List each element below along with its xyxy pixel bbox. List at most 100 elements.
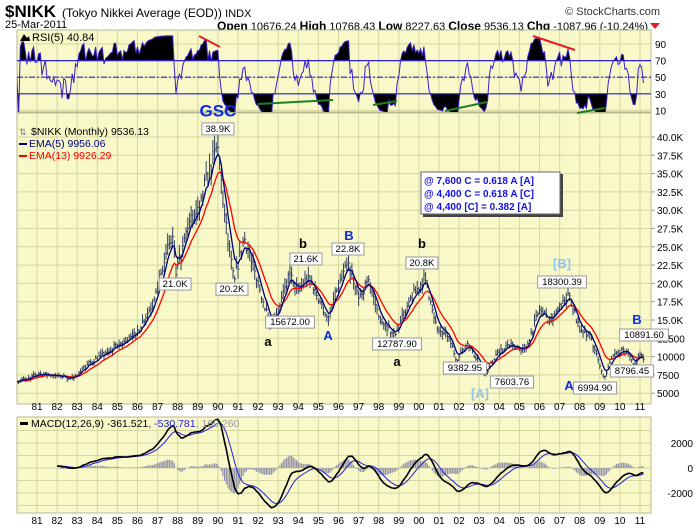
price-label-box — [572, 381, 618, 395]
ema13-legend: EMA(13) 9926.29 — [29, 150, 111, 162]
price-label: 6994.90 — [578, 383, 612, 394]
x-tick-label: 05 — [514, 402, 526, 413]
rsi-legend-text: RSI(5) 40.84 — [32, 32, 94, 44]
x-tick-label: 84 — [92, 516, 104, 527]
copyright[interactable]: © StockCharts.com — [565, 6, 660, 18]
x-tick-label: 83 — [72, 516, 84, 527]
x-tick-label: 85 — [112, 402, 124, 413]
x-tick-label: 06 — [534, 402, 546, 413]
price-label: 12787.90 — [377, 339, 417, 350]
y-tick-label: 10 — [655, 106, 667, 117]
y-tick-label: 90 — [655, 40, 667, 51]
price-label: 18300.39 — [542, 277, 582, 288]
wave-label: a — [393, 354, 401, 369]
wave-label: [B] — [553, 256, 571, 271]
x-tick-label: 96 — [333, 402, 345, 413]
axis-labels: 81 81 82 82 83 83 84 84 85 85 86 86 87 87 88 88 89 89 90 90… — [31, 40, 693, 527]
price-label: 10891.60 — [624, 330, 664, 341]
x-tick-label: 86 — [132, 516, 144, 527]
wave-label: A — [564, 378, 574, 393]
y-tick-label: 40.0K — [657, 133, 683, 144]
description: (Tokyo Nikkei Average (EOD)) — [62, 6, 222, 20]
wave-label: B — [344, 228, 353, 243]
x-tick-label: 10 — [614, 516, 626, 527]
macd-legend-signal: , -530.781 — [148, 418, 195, 430]
wave-label: [A] — [471, 386, 489, 401]
ema13-swatch — [19, 155, 27, 157]
price-panel — [16, 112, 652, 405]
x-tick-label: 98 — [373, 516, 385, 527]
macd-series — [56, 418, 644, 509]
rsi-divergence-line — [444, 101, 488, 112]
x-tick-label: 00 — [413, 402, 425, 413]
price-label-box — [215, 282, 249, 296]
price-label: 20.8K — [410, 258, 435, 269]
price-label-box — [405, 256, 439, 270]
x-tick-label: 11 — [635, 516, 646, 527]
fib-line: @ 4,400 [C] = 0.382 [A] — [424, 202, 531, 213]
x-tick-label: 99 — [393, 402, 405, 413]
x-tick-label: 93 — [273, 402, 285, 413]
wave-label: a — [264, 334, 272, 349]
price-label: 20.2K — [220, 284, 245, 295]
x-tick-label: 04 — [494, 402, 506, 413]
price-label: 15672.00 — [270, 317, 310, 328]
updown-icon: ⇅ — [19, 127, 27, 137]
price-legend: ⇅ $NIKK (Monthly) 9536.13 EMA(5) 9956.06… — [19, 126, 149, 162]
x-tick-label: 97 — [353, 516, 365, 527]
price-legend-title: $NIKK (Monthly) 9536.13 — [31, 126, 149, 138]
x-tick-label: 87 — [152, 402, 164, 413]
price-label: 7603.76 — [495, 377, 529, 388]
price-label-box — [619, 328, 669, 342]
y-tick-label: 20.0K — [657, 279, 683, 290]
ema5-legend: EMA(5) 9956.06 — [29, 138, 106, 150]
x-tick-label: 83 — [72, 402, 84, 413]
price-label-box — [442, 361, 488, 375]
price-label: 9382.95 — [448, 363, 482, 374]
price-label-box — [331, 242, 365, 256]
x-tick-label: 81 — [31, 516, 43, 527]
x-tick-label: 97 — [353, 402, 365, 413]
rsi-divergence-line — [532, 35, 576, 51]
y-tick-label: 15.0K — [657, 316, 683, 327]
x-tick-label: 07 — [554, 402, 566, 413]
ema5-swatch — [19, 143, 27, 145]
x-tick-label: 11 — [635, 402, 646, 413]
x-tick-label: 84 — [92, 402, 104, 413]
x-tick-label: 90 — [212, 516, 224, 527]
rsi-divergence-line — [198, 35, 221, 48]
exchange: INDX — [225, 8, 252, 20]
symbol: $NIKK — [5, 2, 57, 21]
price-label-box — [158, 277, 192, 291]
fib-line: @ 4,400 C = 0.618 A [C] — [424, 189, 534, 200]
x-tick-label: 92 — [253, 402, 265, 413]
y-tick-label: 2000 — [671, 439, 694, 450]
x-tick-label: 08 — [574, 516, 586, 527]
y-tick-label: 10000 — [657, 353, 685, 364]
x-tick-label: 96 — [333, 516, 345, 527]
price-series — [17, 134, 645, 385]
x-tick-label: 00 — [413, 516, 425, 527]
x-tick-label: 92 — [253, 516, 265, 527]
x-tick-label: 88 — [172, 402, 184, 413]
rsi-divergence-line — [257, 99, 334, 105]
y-tick-label: 30.0K — [657, 206, 683, 217]
x-tick-label: 03 — [474, 402, 486, 413]
price-label-box — [289, 252, 323, 266]
macd-swatch — [20, 422, 28, 425]
y-tick-label: 22.5K — [657, 261, 683, 272]
x-tick-label: 98 — [373, 402, 385, 413]
rsi-legend: RSI(5) 40.84 — [20, 32, 94, 44]
macd-signal-line — [57, 422, 644, 505]
x-tick-label: 02 — [454, 516, 466, 527]
x-tick-label: 02 — [454, 402, 466, 413]
x-tick-label: 87 — [152, 516, 164, 527]
x-tick-label: 88 — [172, 516, 184, 527]
x-tick-label: 93 — [273, 516, 285, 527]
x-tick-label: 95 — [313, 402, 325, 413]
x-tick-label: 81 — [31, 402, 43, 413]
x-tick-label: 89 — [192, 402, 204, 413]
x-tick-label: 90 — [212, 402, 224, 413]
ema5-line — [17, 152, 644, 383]
